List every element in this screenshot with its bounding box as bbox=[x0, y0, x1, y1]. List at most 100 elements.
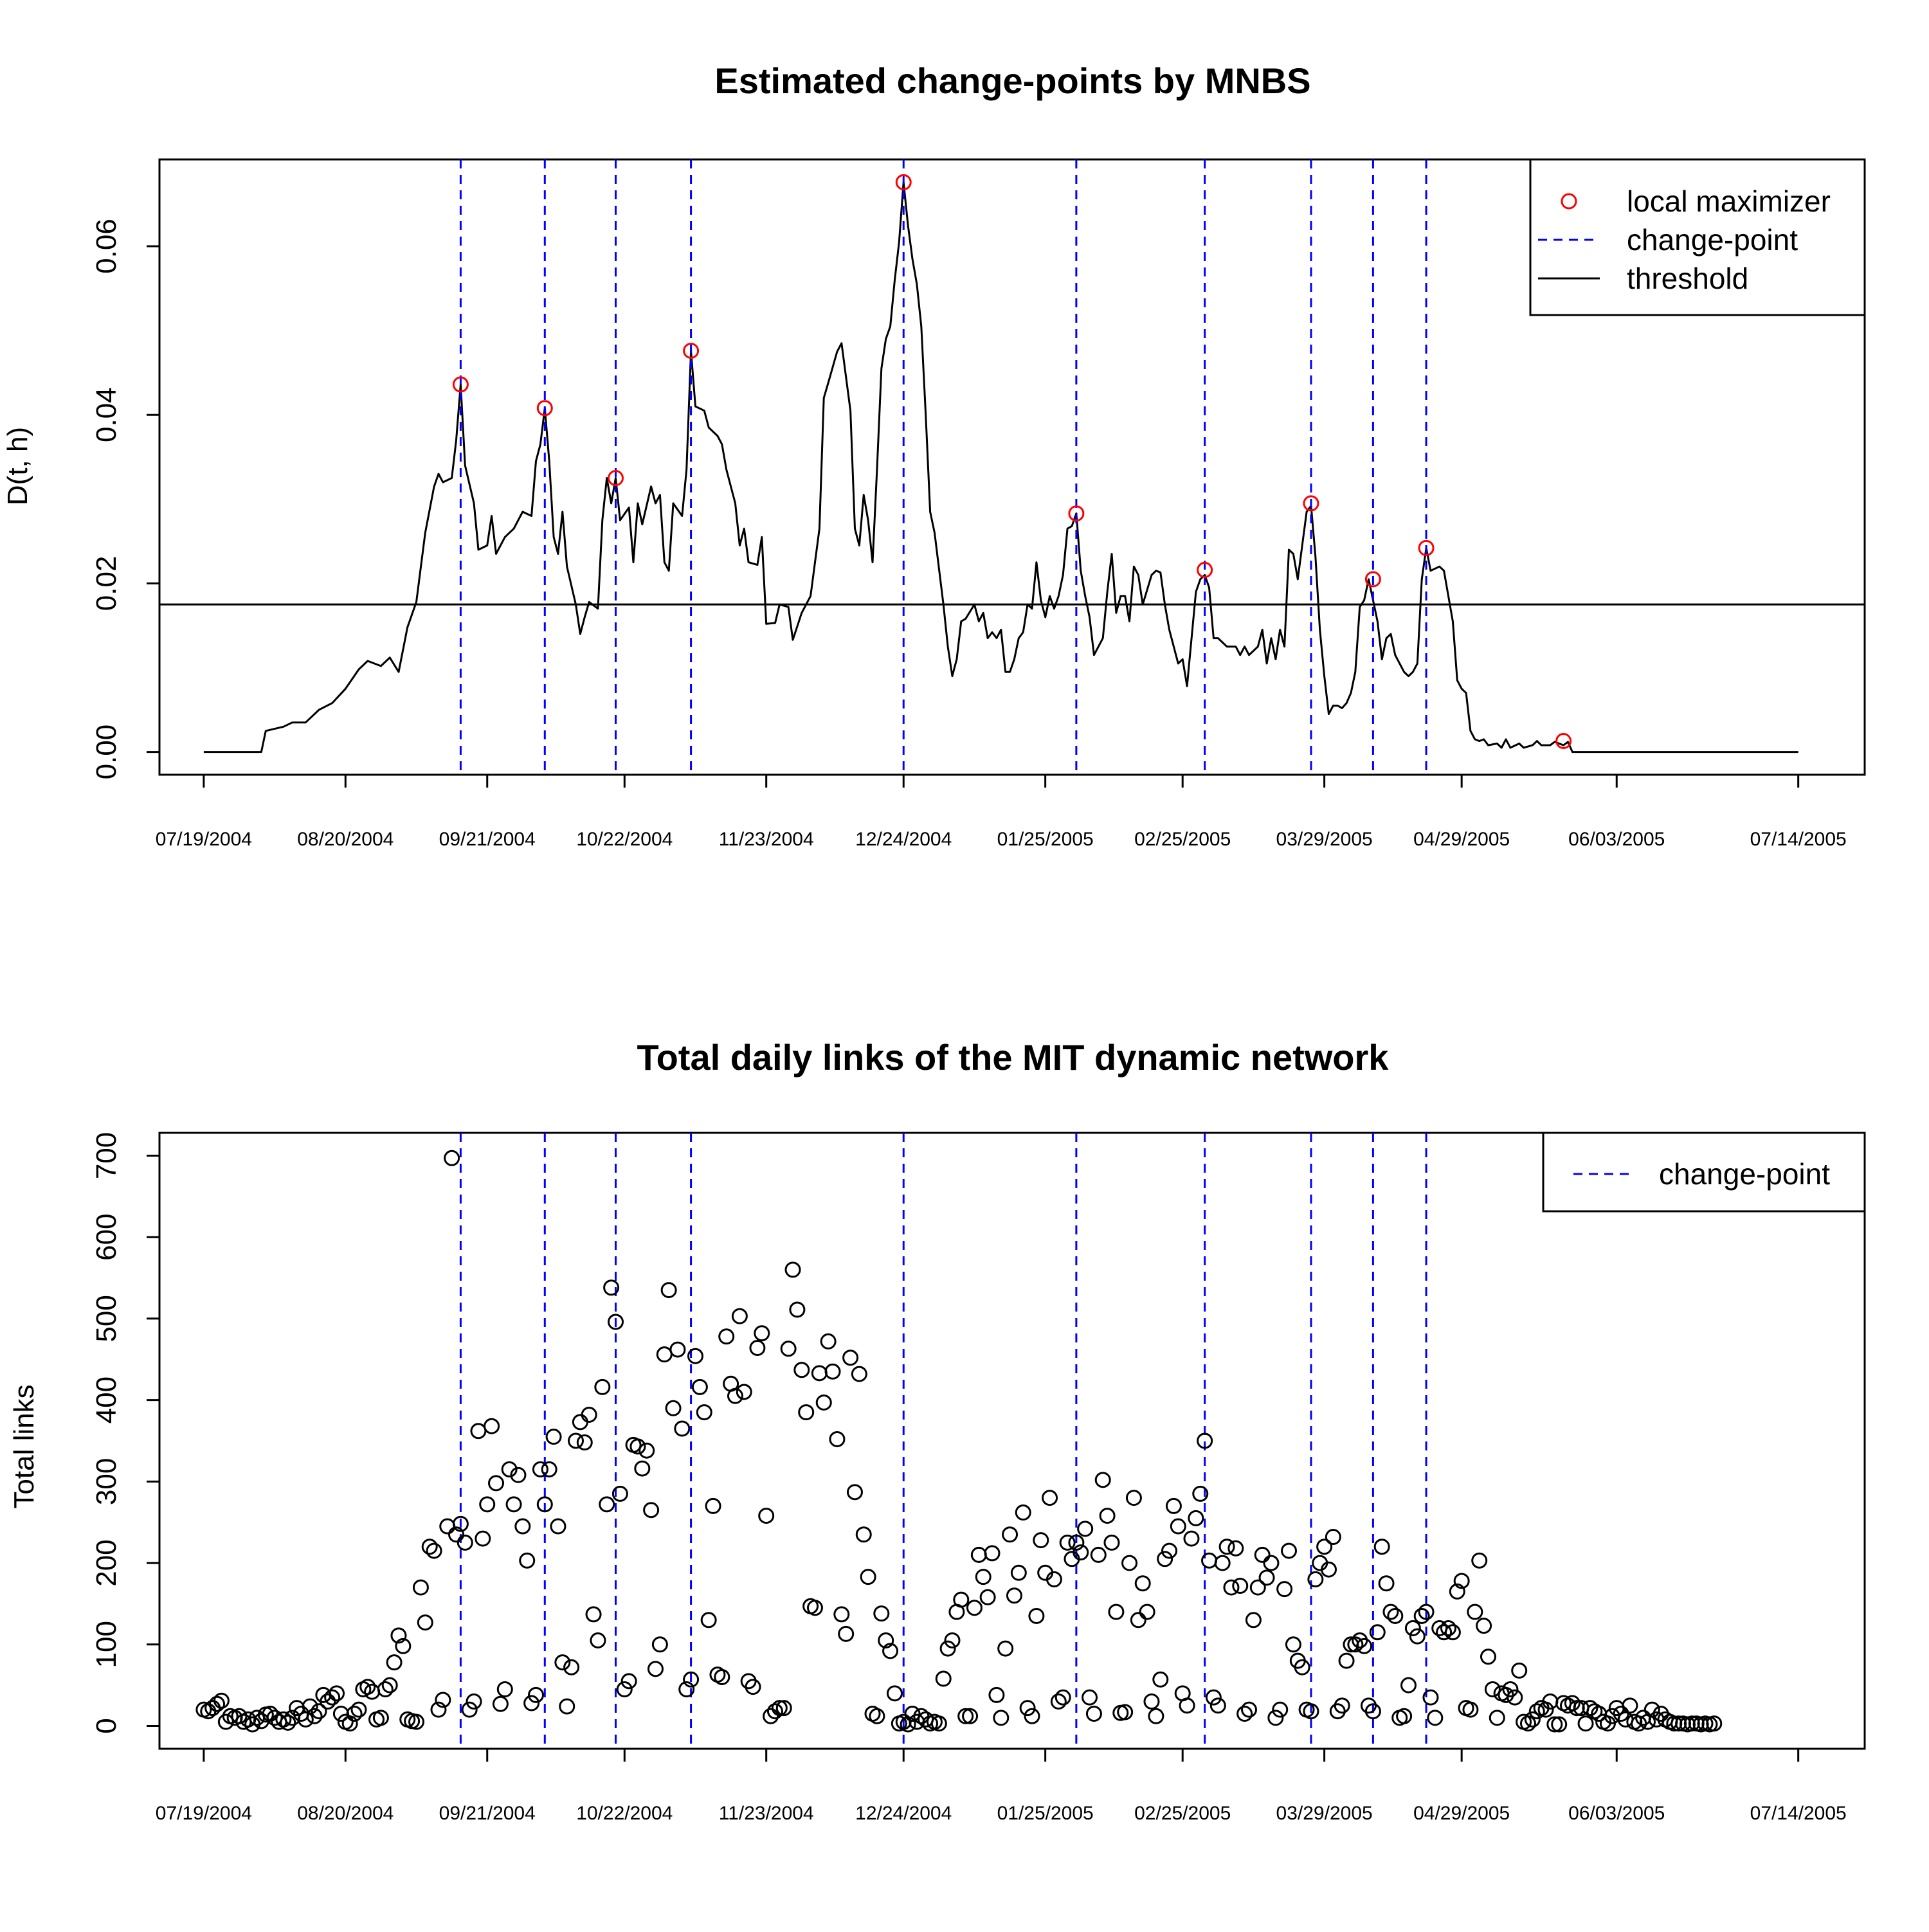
data-point bbox=[528, 1686, 545, 1703]
data-point bbox=[979, 1589, 996, 1605]
data-point bbox=[1582, 1700, 1598, 1717]
data-point bbox=[1347, 1636, 1364, 1653]
data-point bbox=[647, 1661, 664, 1677]
data-point bbox=[372, 1710, 389, 1726]
data-point bbox=[1183, 1530, 1200, 1547]
data-point bbox=[1094, 1472, 1111, 1488]
data-point bbox=[1476, 1618, 1492, 1634]
data-point bbox=[475, 1530, 491, 1547]
data-point bbox=[1148, 1708, 1164, 1724]
data-point bbox=[1267, 1710, 1284, 1726]
data-point bbox=[488, 1475, 505, 1492]
data-point bbox=[1188, 1510, 1204, 1526]
data-point bbox=[1622, 1697, 1638, 1714]
data-point bbox=[1307, 1571, 1324, 1587]
data-point bbox=[484, 1418, 500, 1434]
data-point bbox=[886, 1685, 903, 1702]
x-tick-label: 03/29/2005 bbox=[1276, 1803, 1373, 1824]
data-point bbox=[1511, 1662, 1528, 1679]
data-point bbox=[846, 1484, 863, 1501]
data-point bbox=[213, 1692, 230, 1709]
data-point bbox=[687, 1348, 703, 1364]
data-point bbox=[1502, 1681, 1519, 1697]
data-point bbox=[944, 1632, 961, 1648]
data-point bbox=[1143, 1693, 1160, 1710]
local-maximizer-point bbox=[452, 376, 469, 393]
data-point bbox=[1276, 1581, 1293, 1598]
data-point bbox=[1028, 1607, 1045, 1624]
x-tick-label: 11/23/2004 bbox=[719, 829, 814, 850]
data-point bbox=[1223, 1579, 1240, 1596]
data-point bbox=[674, 1420, 691, 1437]
data-point bbox=[1103, 1534, 1120, 1551]
data-point bbox=[1214, 1555, 1231, 1571]
data-point bbox=[1387, 1607, 1404, 1624]
data-point bbox=[559, 1698, 575, 1715]
data-point bbox=[479, 1496, 496, 1513]
x-tick-label: 08/20/2004 bbox=[297, 829, 394, 850]
data-point bbox=[620, 1673, 637, 1690]
data-point bbox=[1546, 1716, 1563, 1733]
data-point bbox=[1033, 1532, 1049, 1549]
data-point bbox=[541, 1461, 557, 1477]
panel-mnbs: Estimated change-points by MNBS D(t, h) … bbox=[2, 60, 1866, 850]
data-point bbox=[758, 1508, 775, 1524]
data-point bbox=[1404, 1620, 1421, 1636]
data-point bbox=[1157, 1551, 1173, 1567]
data-point bbox=[1055, 1689, 1071, 1706]
local-maximizer-point bbox=[1418, 539, 1435, 556]
data-point bbox=[1436, 1624, 1453, 1641]
data-point bbox=[448, 1526, 465, 1543]
data-point bbox=[1364, 1703, 1381, 1720]
data-point bbox=[1537, 1701, 1554, 1718]
data-point bbox=[452, 1515, 469, 1532]
local-maximizer-point bbox=[1555, 733, 1572, 750]
y-tick-label: 400 bbox=[91, 1377, 122, 1423]
y-tick-label: 600 bbox=[91, 1213, 122, 1260]
data-point bbox=[939, 1640, 956, 1657]
chart-title: Estimated change-points by MNBS bbox=[714, 60, 1310, 101]
data-point bbox=[878, 1632, 894, 1648]
data-point bbox=[563, 1659, 580, 1675]
data-point bbox=[1373, 1539, 1390, 1555]
x-tick-label: 11/23/2004 bbox=[719, 1803, 814, 1824]
data-point bbox=[1002, 1526, 1019, 1543]
y-tick-label: 500 bbox=[91, 1295, 122, 1342]
legend: local maximizer change-point threshold bbox=[1529, 158, 1866, 316]
data-point bbox=[505, 1496, 522, 1513]
data-point bbox=[1236, 1706, 1253, 1722]
data-point bbox=[993, 1710, 1010, 1726]
data-point bbox=[1121, 1555, 1138, 1571]
data-point bbox=[643, 1502, 660, 1519]
data-point bbox=[1165, 1497, 1182, 1514]
data-point bbox=[1205, 1689, 1222, 1706]
data-point bbox=[1644, 1701, 1660, 1718]
data-point bbox=[629, 1438, 646, 1455]
data-point bbox=[829, 1431, 846, 1447]
data-point bbox=[842, 1350, 859, 1366]
legend-label: change-point bbox=[1627, 223, 1798, 257]
data-point bbox=[311, 1703, 327, 1720]
data-point bbox=[1258, 1569, 1275, 1586]
data-point bbox=[988, 1686, 1005, 1703]
data-point bbox=[820, 1333, 837, 1350]
x-tick-label: 03/29/2005 bbox=[1276, 829, 1373, 850]
data-point bbox=[430, 1701, 447, 1718]
data-point bbox=[736, 1384, 752, 1400]
data-point bbox=[1042, 1490, 1058, 1506]
data-point bbox=[466, 1693, 482, 1710]
data-point bbox=[306, 1708, 323, 1724]
data-point bbox=[1396, 1708, 1413, 1724]
data-point bbox=[1422, 1689, 1439, 1706]
data-point bbox=[970, 1546, 987, 1563]
y-tick-label: 100 bbox=[91, 1621, 122, 1668]
data-point bbox=[470, 1423, 487, 1440]
data-point bbox=[1046, 1571, 1062, 1587]
data-point bbox=[1263, 1555, 1280, 1571]
x-tick-label: 06/03/2005 bbox=[1568, 1803, 1665, 1824]
data-point bbox=[1519, 1715, 1536, 1732]
x-tick-label: 12/24/2004 bbox=[855, 829, 952, 850]
x-tick-label: 07/19/2004 bbox=[156, 829, 252, 850]
